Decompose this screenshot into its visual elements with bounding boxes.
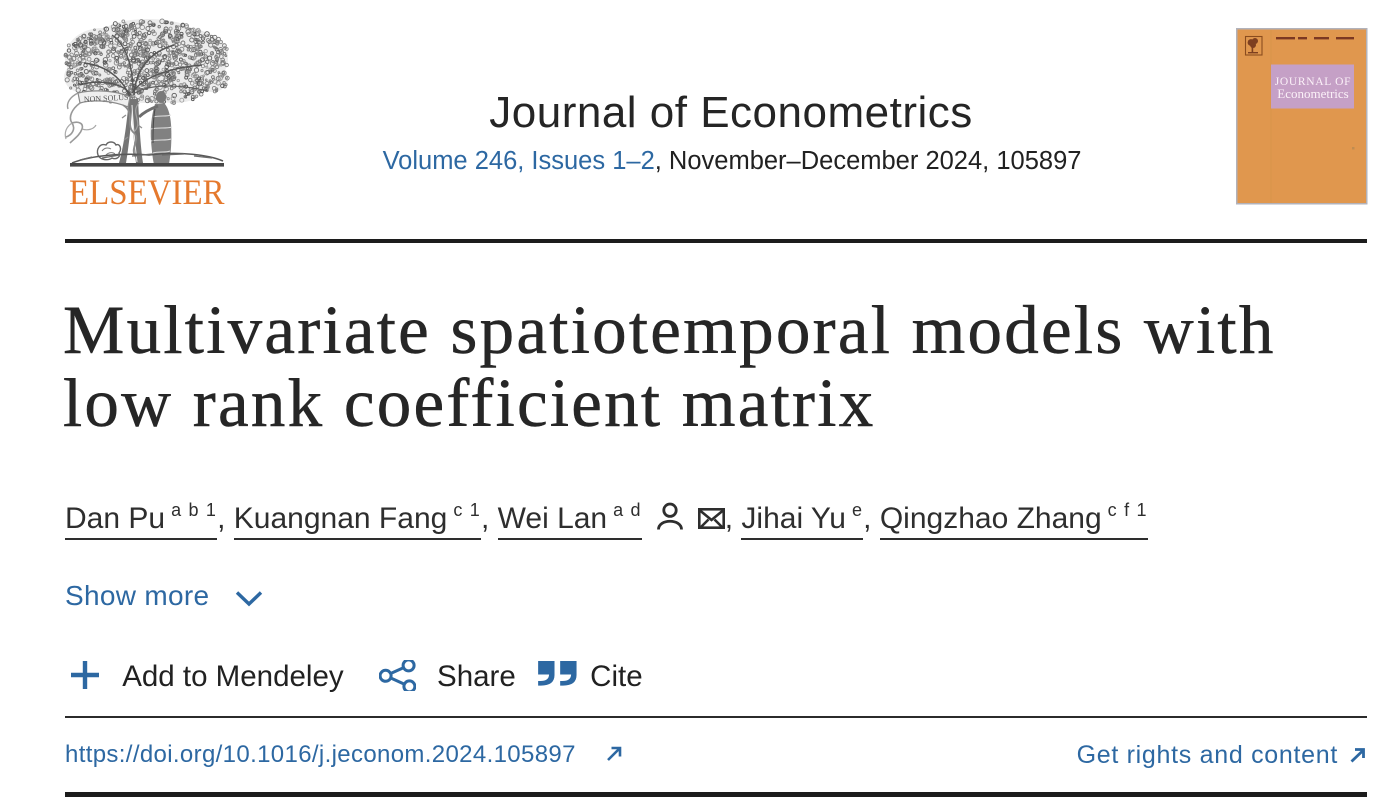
svg-text:JOURNAL OF: JOURNAL OF (1275, 76, 1352, 88)
svg-text:NON SOLUS: NON SOLUS (84, 93, 129, 104)
svg-text:Econometrics: Econometrics (1277, 86, 1348, 101)
